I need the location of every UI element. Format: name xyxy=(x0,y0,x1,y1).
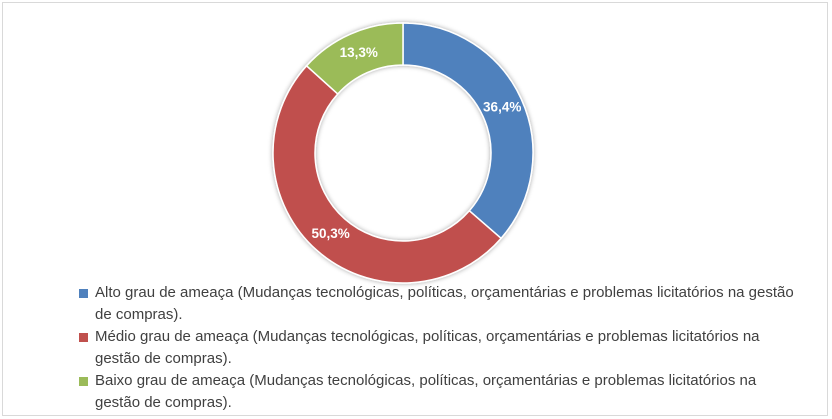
legend-entry-baixo: Baixo grau de ameaça (Mudanças tecnológi… xyxy=(79,370,799,413)
legend-swatch-medio xyxy=(79,333,88,342)
legend-entry-alto: Alto grau de ameaça (Mudanças tecnológic… xyxy=(79,282,799,325)
chart-legend: Alto grau de ameaça (Mudanças tecnológic… xyxy=(79,282,799,414)
legend-label-baixo: Baixo grau de ameaça (Mudanças tecnológi… xyxy=(95,372,757,411)
legend-swatch-baixo xyxy=(79,377,88,386)
data-label-baixo: 13,3% xyxy=(340,45,378,60)
donut-chart: 36,4% 50,3% 13,3% xyxy=(272,22,534,284)
legend-label-alto: Alto grau de ameaça (Mudanças tecnológic… xyxy=(95,284,794,323)
data-label-medio: 50,3% xyxy=(312,226,350,241)
donut-slice-alto xyxy=(402,22,534,240)
legend-label-medio: Médio grau de ameaça (Mudanças tecnológi… xyxy=(95,328,760,367)
donut-slice-baixo xyxy=(305,22,404,96)
donut-slice-medio xyxy=(272,64,503,284)
data-label-alto: 36,4% xyxy=(483,99,521,114)
legend-entry-medio: Médio grau de ameaça (Mudanças tecnológi… xyxy=(79,326,799,369)
legend-swatch-alto xyxy=(79,289,88,298)
